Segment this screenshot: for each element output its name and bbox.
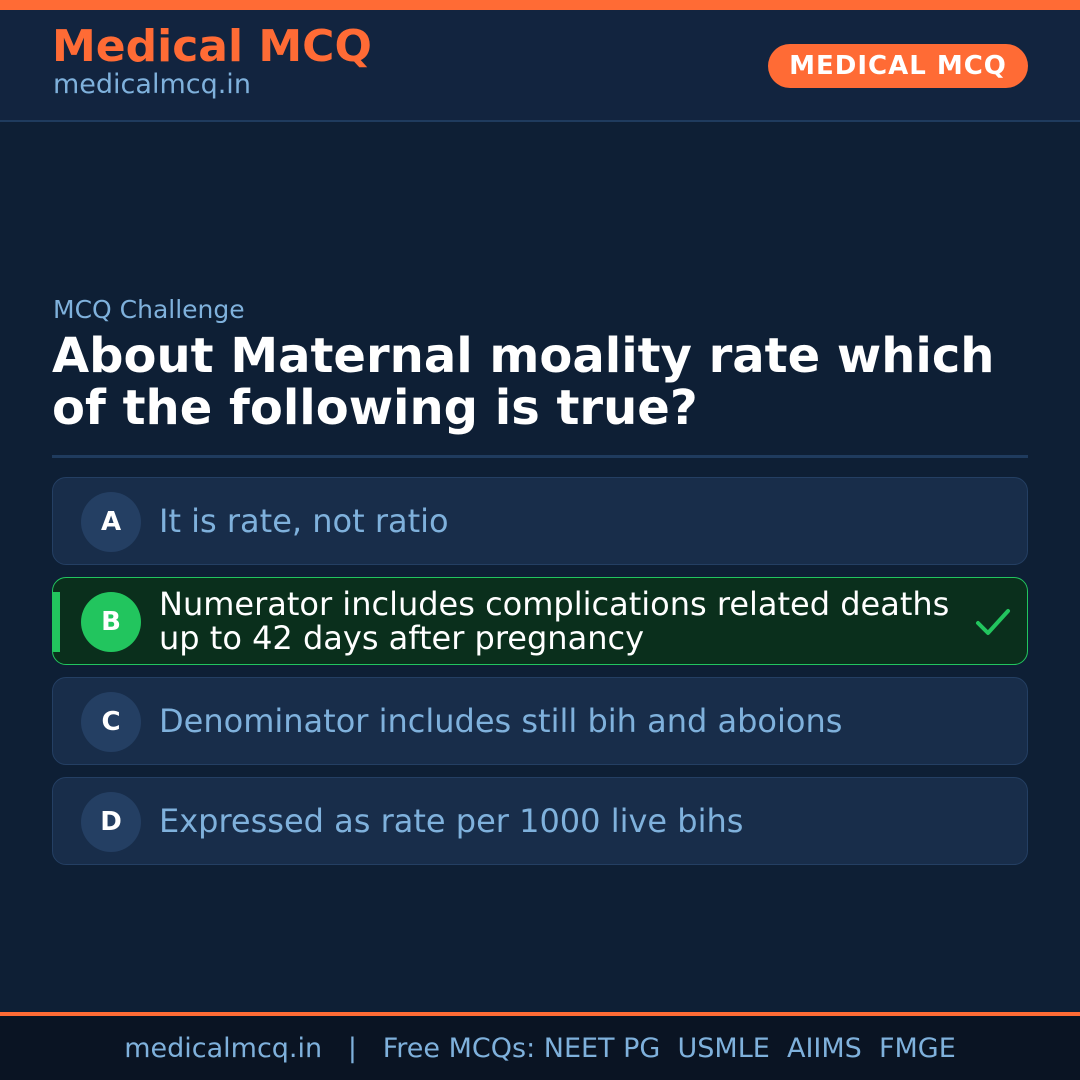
brand-url[interactable]: medicalmcq.in: [53, 69, 251, 100]
question-text: About Maternal moality rate which of the…: [52, 328, 995, 436]
option-text: It is rate, not ratio: [159, 502, 449, 540]
header: Medical MCQ medicalmcq.in MEDICAL MCQ: [0, 10, 1080, 122]
option-letter: D: [81, 792, 141, 852]
option-text: Denominator includes still bih and aboio…: [159, 702, 843, 740]
correct-accent-bar: [53, 592, 60, 652]
divider: [52, 455, 1028, 458]
option-d[interactable]: D Expressed as rate per 1000 live bihs: [52, 777, 1028, 865]
option-letter: A: [81, 492, 141, 552]
footer: medicalmcq.in | Free MCQs: NEET PG USMLE…: [0, 1016, 1080, 1080]
brand-title: Medical MCQ: [52, 21, 372, 72]
check-icon: [976, 609, 1010, 635]
footer-accent-line: [0, 1012, 1080, 1016]
option-c[interactable]: C Denominator includes still bih and abo…: [52, 677, 1028, 765]
option-a[interactable]: A It is rate, not ratio: [52, 477, 1028, 565]
option-letter: C: [81, 692, 141, 752]
option-letter: B: [81, 592, 141, 652]
option-text: Numerator includes complications related…: [159, 585, 950, 657]
option-text: Expressed as rate per 1000 live bihs: [159, 802, 744, 840]
top-accent-bar: [0, 0, 1080, 10]
category-badge: MEDICAL MCQ: [768, 44, 1028, 88]
option-b[interactable]: B Numerator includes complications relat…: [52, 577, 1028, 665]
question-kicker: MCQ Challenge: [53, 295, 245, 324]
